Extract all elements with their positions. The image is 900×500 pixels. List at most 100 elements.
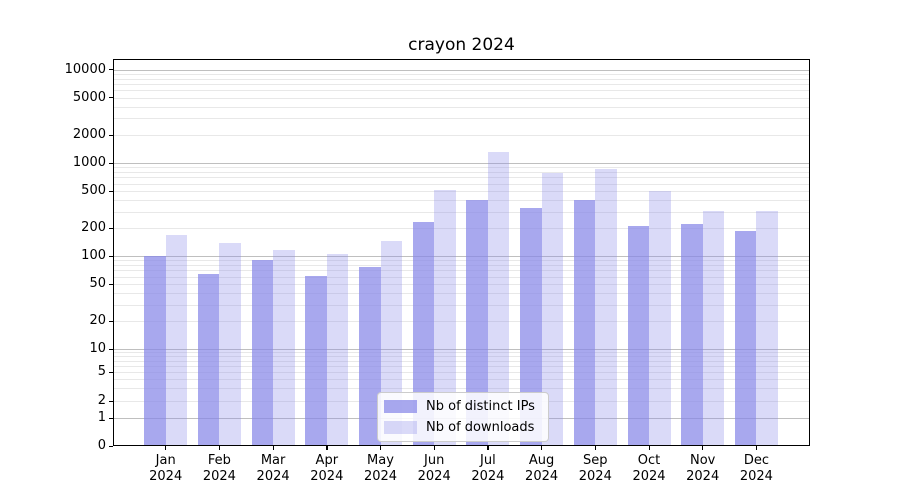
x-tick-year: 2024 bbox=[363, 469, 398, 484]
x-tick-label: Dec 2024 bbox=[723, 453, 789, 485]
x-tick-label: May 2024 bbox=[348, 453, 414, 485]
x-tick-label: Sep 2024 bbox=[562, 453, 628, 485]
y-tick-label: 200 bbox=[81, 220, 106, 235]
bar-distinct-ips-apr bbox=[305, 275, 327, 446]
x-tick-mark bbox=[380, 446, 382, 450]
chart-title: crayon 2024 bbox=[408, 35, 515, 55]
x-tick-year: 2024 bbox=[525, 469, 559, 484]
bar-downloads-sep bbox=[595, 169, 617, 446]
bar-downloads-jun bbox=[434, 190, 456, 446]
gridline-minor bbox=[113, 388, 810, 390]
y-tick-label: 20 bbox=[89, 313, 106, 328]
x-tick-mark bbox=[702, 446, 704, 450]
gridline-minor bbox=[113, 135, 810, 136]
x-tick-year: 2024 bbox=[632, 469, 666, 484]
x-tick-mark bbox=[433, 446, 435, 450]
x-tick-month: Oct bbox=[637, 453, 661, 468]
gridline-minor bbox=[113, 321, 810, 322]
x-tick-label: Jan 2024 bbox=[133, 453, 199, 485]
y-tick-mark bbox=[109, 97, 113, 99]
gridline-minor bbox=[113, 172, 810, 173]
bar-downloads-aug bbox=[541, 173, 564, 446]
y-tick-mark bbox=[109, 283, 113, 285]
bar-downloads-apr bbox=[326, 254, 349, 446]
x-tick-label: Jun 2024 bbox=[401, 453, 467, 485]
gridline-minor bbox=[113, 97, 810, 99]
y-tick-mark bbox=[109, 190, 113, 192]
gridline-minor bbox=[113, 177, 810, 179]
x-tick-year: 2024 bbox=[149, 469, 183, 484]
gridline-minor bbox=[113, 167, 810, 169]
gridline-minor bbox=[113, 360, 810, 362]
x-tick-month: Sep bbox=[583, 453, 608, 468]
x-tick-year: 2024 bbox=[256, 469, 290, 484]
y-tick-mark bbox=[109, 134, 113, 136]
x-tick-month: Feb bbox=[207, 453, 231, 468]
legend-entry-downloads: Nb of downloads bbox=[384, 420, 540, 435]
gridline-minor bbox=[113, 352, 810, 354]
y-tick-label: 2000 bbox=[72, 127, 106, 142]
bar-distinct-ips-mar bbox=[251, 260, 274, 446]
x-tick-label: Oct 2024 bbox=[616, 453, 682, 485]
x-tick-label: Feb 2024 bbox=[186, 453, 252, 485]
bar-distinct-ips-jul bbox=[466, 200, 488, 446]
bar-distinct-ips-dec bbox=[734, 231, 757, 446]
gridline-minor bbox=[113, 83, 810, 85]
gridline-major bbox=[113, 349, 810, 350]
x-tick-year: 2024 bbox=[202, 469, 236, 484]
gridline-major bbox=[113, 69, 810, 71]
gridline-minor bbox=[113, 379, 810, 381]
gridline-minor bbox=[113, 78, 810, 80]
gridline-minor bbox=[113, 365, 810, 367]
gridline-minor bbox=[113, 293, 810, 294]
gridline-minor bbox=[113, 228, 810, 229]
bar-downloads-jan bbox=[165, 234, 188, 446]
x-tick-mark bbox=[326, 446, 328, 450]
x-tick-year: 2024 bbox=[578, 469, 612, 484]
x-tick-year: 2024 bbox=[739, 469, 773, 484]
x-tick-month: May bbox=[367, 453, 394, 468]
gridline-minor bbox=[113, 118, 810, 120]
x-tick-label: Aug 2024 bbox=[509, 453, 575, 485]
y-tick-label: 100 bbox=[81, 248, 106, 263]
bar-distinct-ips-jun bbox=[412, 222, 435, 446]
legend-label-downloads: Nb of downloads bbox=[426, 420, 535, 435]
x-tick-month: Jan bbox=[155, 453, 176, 468]
y-tick-label: 1 bbox=[97, 410, 106, 425]
y-tick-label: 10000 bbox=[64, 61, 106, 77]
y-tick-label: 5 bbox=[97, 364, 106, 379]
x-tick-mark bbox=[541, 446, 543, 450]
y-tick-mark bbox=[109, 371, 113, 373]
legend-swatch-downloads bbox=[384, 421, 417, 434]
y-tick-mark bbox=[109, 445, 113, 447]
bar-distinct-ips-oct bbox=[627, 225, 649, 446]
gridline-minor bbox=[113, 191, 810, 192]
x-tick-mark bbox=[487, 446, 489, 450]
bar-downloads-dec bbox=[756, 211, 778, 446]
bar-downloads-jul bbox=[487, 151, 510, 446]
x-tick-year: 2024 bbox=[471, 469, 505, 484]
legend-label-distinct-ips: Nb of distinct IPs bbox=[426, 399, 535, 414]
y-tick-mark bbox=[109, 69, 113, 71]
y-tick-label: 5000 bbox=[72, 89, 106, 105]
x-tick-year: 2024 bbox=[686, 469, 720, 484]
y-tick-mark bbox=[109, 227, 113, 229]
y-tick-mark bbox=[109, 348, 113, 350]
bar-downloads-mar bbox=[273, 249, 295, 446]
x-tick-label: Mar 2024 bbox=[240, 453, 306, 485]
gridline-minor bbox=[113, 276, 810, 278]
x-tick-mark bbox=[594, 446, 597, 450]
bar-distinct-ips-sep bbox=[573, 200, 596, 446]
gridline-minor bbox=[113, 211, 810, 213]
x-tick-month: Apr bbox=[315, 453, 339, 468]
gridline-minor bbox=[113, 356, 810, 358]
x-tick-mark bbox=[218, 446, 221, 450]
x-tick-mark bbox=[165, 446, 167, 450]
gridline-minor bbox=[113, 372, 810, 373]
x-tick-month: Mar bbox=[260, 453, 286, 468]
y-tick-mark bbox=[109, 417, 113, 419]
gridline-minor bbox=[113, 260, 810, 262]
y-tick-label: 50 bbox=[89, 276, 106, 291]
x-tick-label: Nov 2024 bbox=[670, 453, 736, 485]
